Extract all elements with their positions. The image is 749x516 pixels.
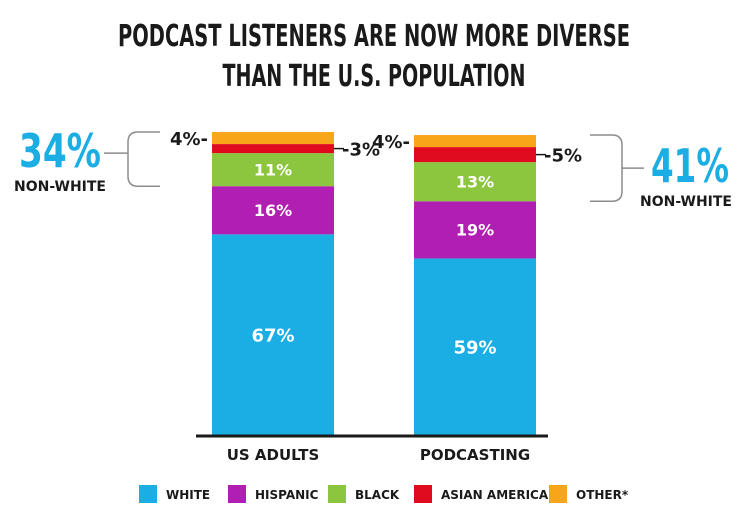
legend-swatch-white	[139, 485, 157, 503]
legend-label-asian-american: ASIAN AMERICAN	[441, 488, 558, 502]
summary-value-right: 41%	[651, 139, 729, 193]
data-label-asian-american-1: -5%	[544, 146, 582, 167]
plot-area: 67%16%11%-3%4%-US ADULTS59%19%13%-5%4%-P…	[14, 124, 732, 464]
bar-segment-black-podcasting	[414, 162, 536, 202]
chart-title-line-2: THAN THE U.S. POPULATION	[223, 59, 526, 94]
legend-label-hispanic: HISPANIC	[255, 488, 319, 502]
data-label-hispanic-1: 19%	[456, 221, 494, 240]
bracket-right	[590, 134, 623, 203]
data-label-black-0: 11%	[254, 160, 292, 179]
data-label-asian-american-0: -3%	[342, 140, 380, 161]
data-label-black-1: 13%	[456, 172, 494, 191]
chart-title-line-1: PODCAST LISTENERS ARE NOW MORE DIVERSE	[118, 19, 630, 54]
legend-label-other-: OTHER*	[576, 488, 629, 502]
legend: WHITE HISPANIC BLACK ASIAN AMERICAN OTHER*	[139, 485, 629, 503]
legend-label-white: WHITE	[166, 488, 210, 502]
data-label-white-1: 59%	[453, 338, 496, 359]
legend-swatch-hispanic	[228, 485, 246, 503]
data-label-white-0: 67%	[251, 326, 294, 347]
bracket-left	[127, 131, 160, 187]
legend-swatch-other-	[549, 485, 567, 503]
bar-segment-hispanic-us-adults	[212, 186, 334, 235]
data-label-hispanic-0: 16%	[254, 201, 292, 220]
bar-segment-black-us-adults	[212, 153, 334, 187]
category-label-0: US ADULTS	[227, 446, 320, 464]
summary-label-left: NON-WHITE	[14, 179, 106, 195]
summary-value-left: 34%	[19, 124, 101, 178]
legend-swatch-asian-american	[414, 485, 432, 503]
bar-segment-asian-american-podcasting	[414, 147, 536, 163]
bar-segment-white-us-adults	[212, 234, 334, 436]
summary-label-right: NON-WHITE	[640, 194, 732, 210]
bar-segment-hispanic-podcasting	[414, 201, 536, 259]
legend-swatch-black	[328, 485, 346, 503]
legend-label-black: BLACK	[355, 488, 400, 502]
bar-segment-white-podcasting	[414, 258, 536, 436]
bar-segment-other--us-adults	[212, 132, 334, 145]
data-label-other-0: 4%-	[170, 129, 208, 150]
bar-segment-other--podcasting	[414, 135, 536, 148]
data-label-other-1: 4%-	[372, 132, 410, 153]
bar-segment-asian-american-us-adults	[212, 144, 334, 154]
category-label-1: PODCASTING	[420, 446, 530, 464]
